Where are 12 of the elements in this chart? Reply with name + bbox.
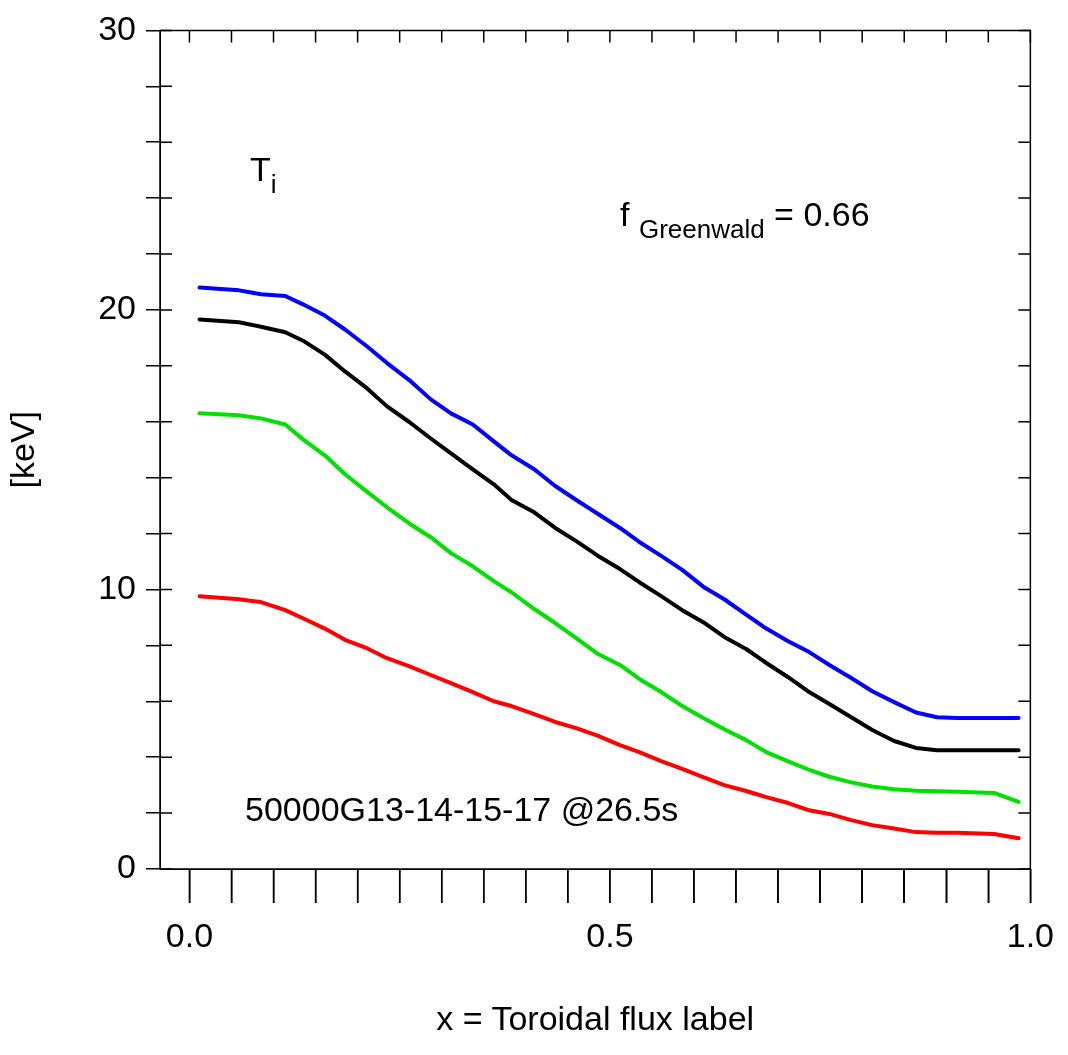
y-tick-label: 0 (117, 847, 136, 886)
annotation: f $_{Greenwald}$ = 0.66 (620, 195, 870, 245)
x-tick-label: 0.5 (586, 915, 634, 954)
x-axis-title: x = Toroidal flux label (436, 998, 755, 1037)
annotation: 50000G13-14-15-17 @26.5s (245, 790, 679, 829)
x-tick-label: 0.0 (165, 915, 214, 954)
y-tick-label: 10 (98, 567, 136, 606)
annotation: T$_{i}$ (250, 150, 277, 200)
y-tick-label: 30 (98, 8, 136, 47)
y-tick-label: 20 (98, 288, 136, 327)
y-axis-title: [keV] (2, 410, 41, 489)
x-tick-label: 1.0 (1006, 915, 1054, 954)
